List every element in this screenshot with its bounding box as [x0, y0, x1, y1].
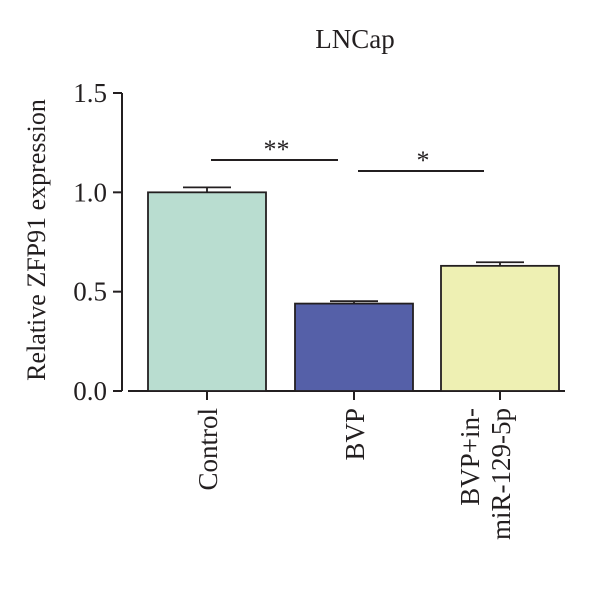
- significance-annotations: ** *: [211, 135, 484, 175]
- y-tick-label: 0.5: [73, 277, 107, 307]
- x-tick-label: BVP: [340, 408, 370, 461]
- y-tick-label: 1.0: [73, 177, 107, 207]
- axes: 0.0 0.5 1.0 1.5 Control BVP BVP+in-miR-129-5p: [73, 78, 565, 540]
- x-tick-label-line: BVP: [340, 408, 370, 461]
- y-tick-label: 1.5: [73, 78, 107, 108]
- x-tick-label-line: miR-129-5p: [486, 408, 516, 540]
- chart-title: LNCap: [315, 24, 394, 54]
- x-tick-label-line: Control: [193, 408, 223, 491]
- significance-marker: **: [264, 135, 290, 164]
- bars-group: [147, 186, 560, 392]
- x-tick-label: BVP+in-miR-129-5p: [455, 408, 516, 540]
- y-axis-label: Relative ZFP91 expression: [22, 99, 51, 381]
- x-tick-label: Control: [193, 408, 223, 491]
- significance-marker: *: [417, 146, 430, 175]
- bar: [440, 264, 560, 392]
- bar: [294, 302, 414, 392]
- bar: [147, 191, 267, 392]
- x-tick-label-line: BVP+in-: [455, 408, 485, 506]
- y-tick-label: 0.0: [73, 376, 107, 406]
